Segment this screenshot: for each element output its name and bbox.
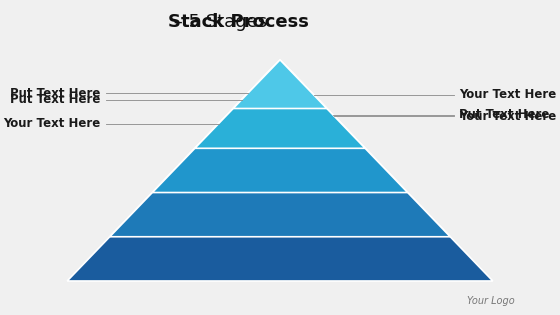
Polygon shape	[110, 60, 450, 237]
Text: Stack Process: Stack Process	[168, 13, 309, 31]
Polygon shape	[195, 60, 365, 148]
Text: Put Text Here: Put Text Here	[11, 93, 101, 106]
Text: Your Text Here: Your Text Here	[459, 89, 557, 101]
Text: – 5 Stages: – 5 Stages	[168, 13, 267, 31]
Polygon shape	[67, 60, 493, 281]
Text: Your Text Here: Your Text Here	[3, 117, 101, 130]
Polygon shape	[233, 60, 327, 108]
Polygon shape	[152, 60, 408, 192]
Text: Your Logo: Your Logo	[468, 295, 515, 306]
Text: Put Text Here: Put Text Here	[459, 108, 549, 121]
Text: Put Text Here: Put Text Here	[11, 87, 101, 100]
Text: Your Text Here: Your Text Here	[459, 110, 557, 123]
